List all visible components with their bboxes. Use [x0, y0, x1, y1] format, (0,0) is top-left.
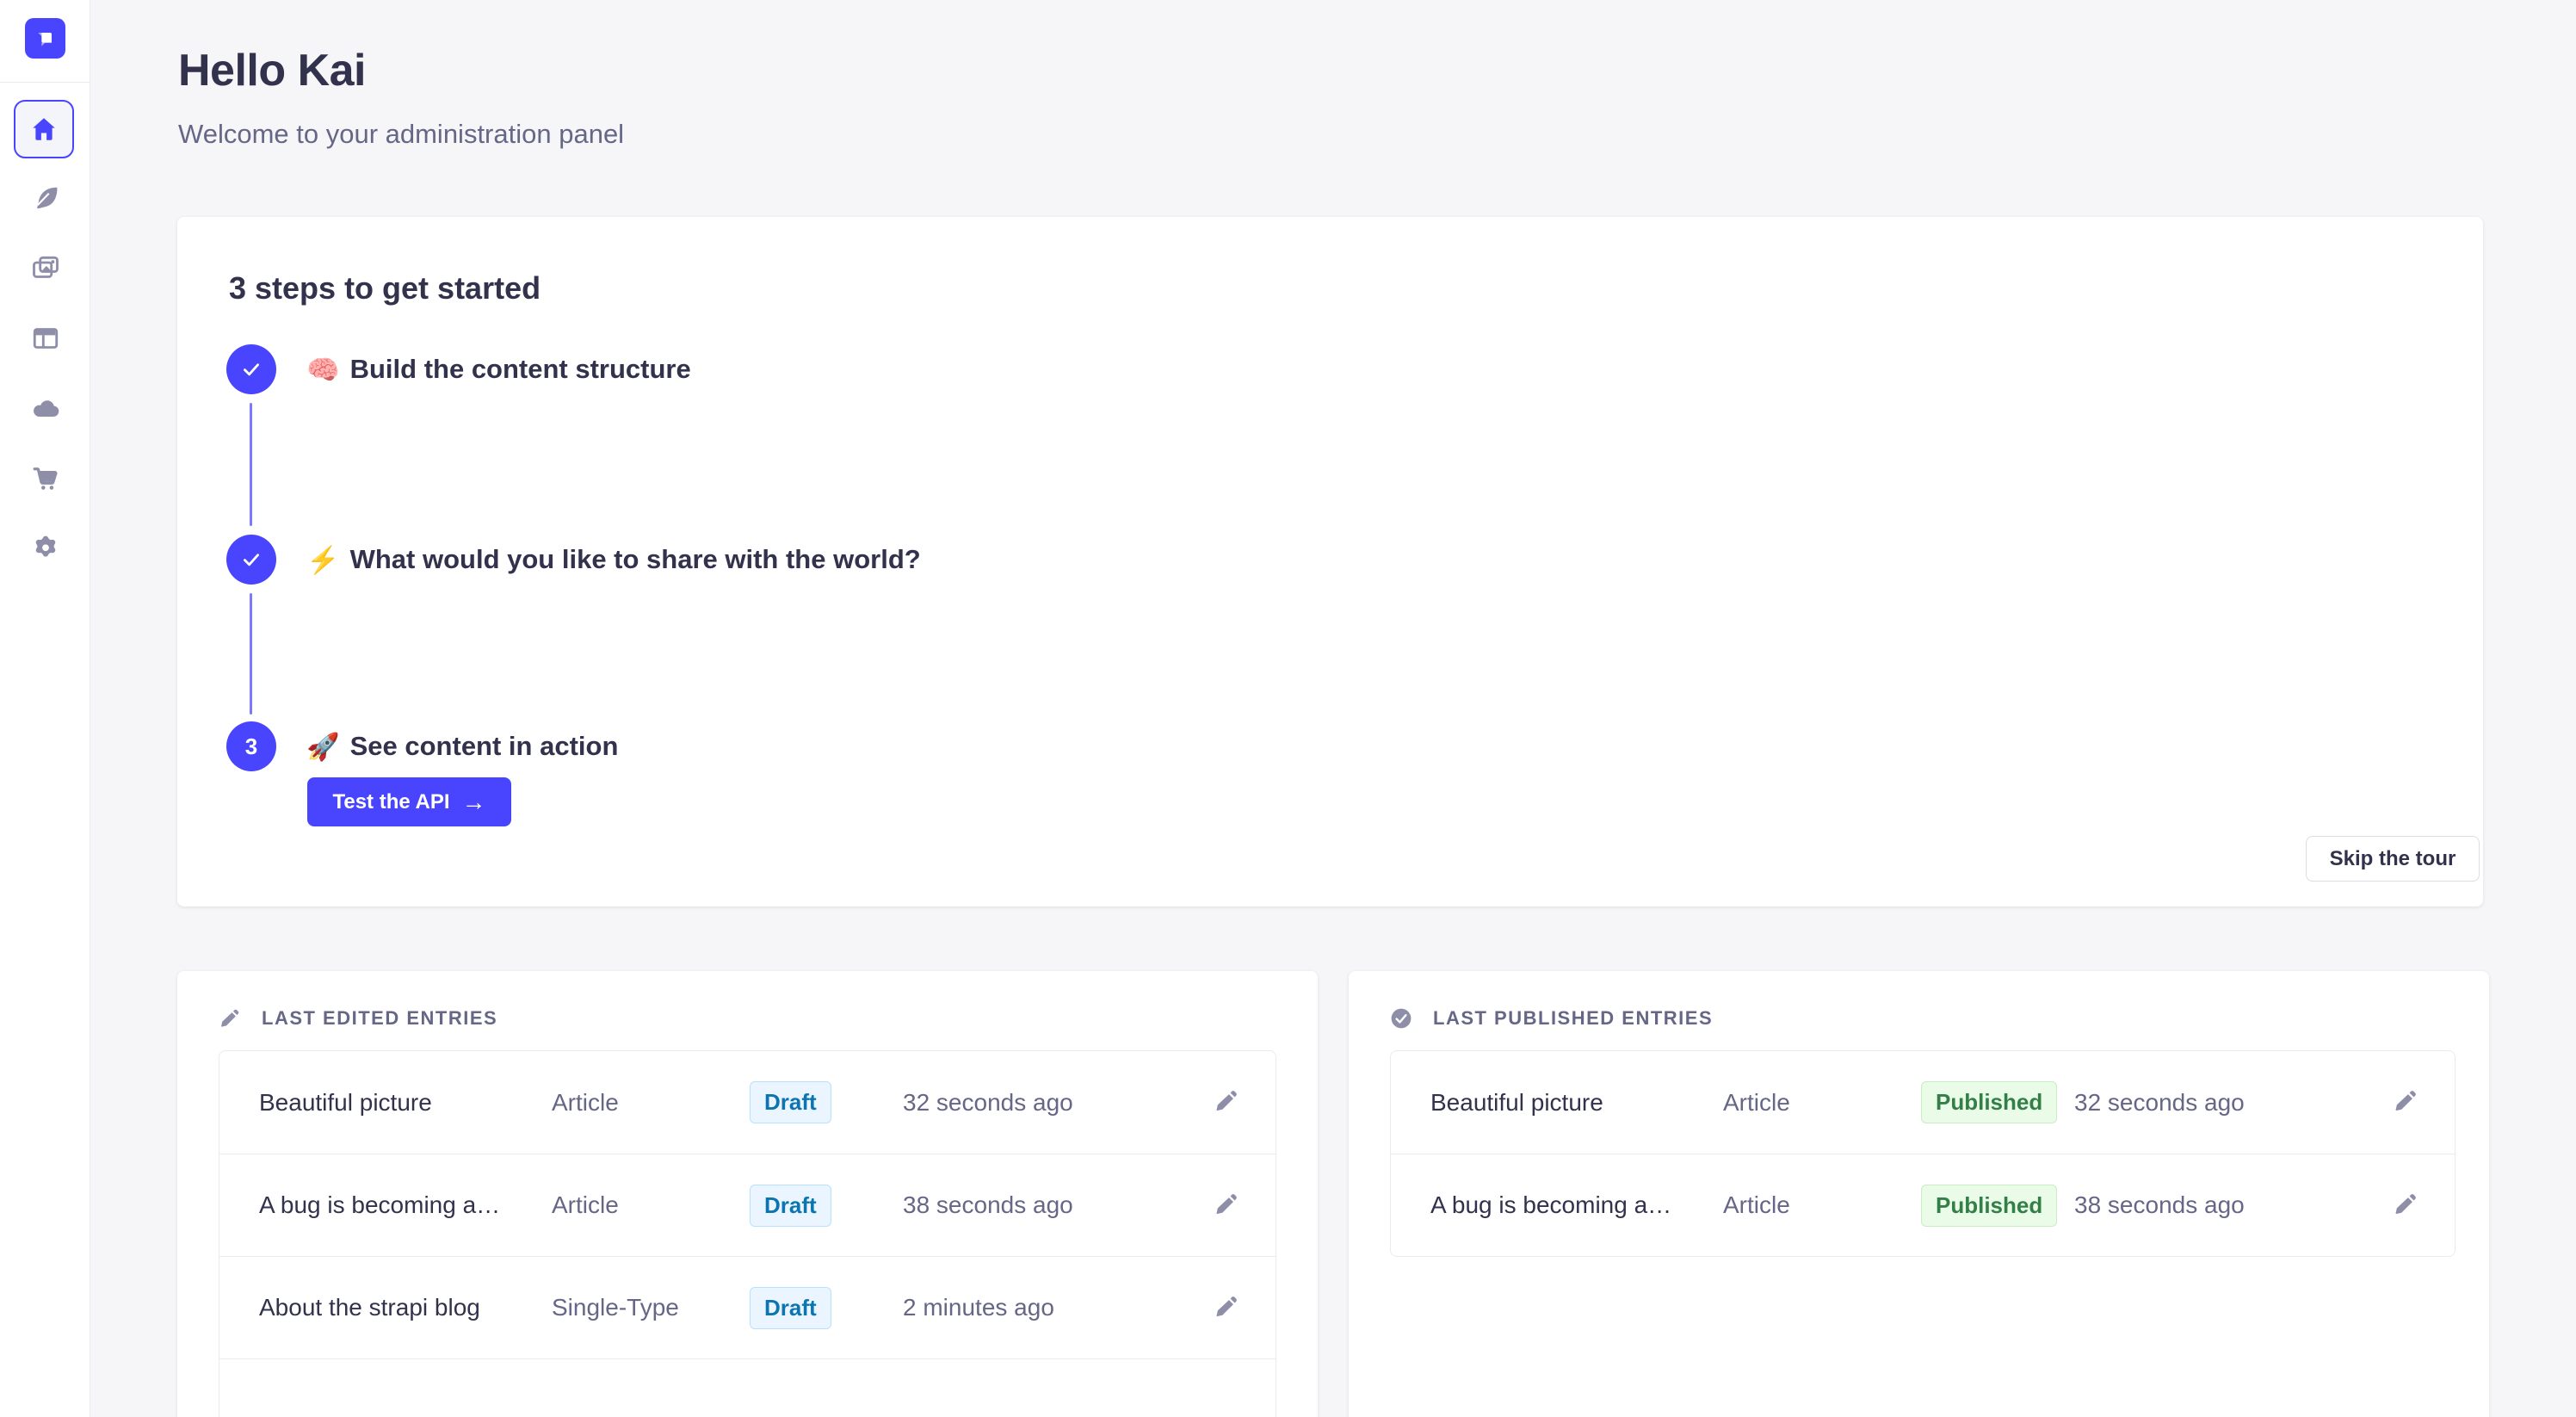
check-icon	[244, 363, 259, 376]
pencil-icon	[2395, 1091, 2416, 1111]
tour-step-3-label: 🚀 See content in action	[306, 721, 618, 771]
status-badge: Published	[1921, 1184, 2058, 1227]
content-manager-feather-icon	[36, 187, 58, 209]
status-badge: Draft	[750, 1081, 831, 1123]
entry-title: Beautiful picture	[1430, 1088, 1603, 1116]
tour-step-3-indicator: 3	[226, 721, 276, 771]
edit-entry-button[interactable]	[2388, 1186, 2424, 1225]
edit-entry-button[interactable]	[1208, 1083, 1245, 1122]
tour-title: 3 steps to get started	[229, 270, 541, 306]
edit-entry-button[interactable]	[1208, 1289, 1245, 1327]
test-api-button[interactable]: Test the API →	[307, 777, 511, 826]
edit-entry-button[interactable]	[1208, 1186, 1245, 1225]
tour-step-3-text: See content in action	[349, 731, 619, 761]
page-subtitle: Welcome to your administration panel	[178, 119, 625, 149]
tour-connector-line	[250, 403, 252, 526]
entry-type: Article	[1723, 1191, 1790, 1218]
tour-step-2-label: ⚡ What would you like to share with the …	[306, 535, 921, 585]
entry-title: A bug is becoming a…	[259, 1191, 501, 1218]
last-edited-entries-panel: LAST EDITED ENTRIES Beautiful picture Ar…	[177, 971, 1318, 1417]
check-icon	[244, 554, 259, 566]
pencil-icon	[1216, 1296, 1237, 1316]
sidebar	[0, 0, 90, 1417]
pencil-icon	[221, 1009, 239, 1027]
sidebar-item-content-manager[interactable]	[0, 179, 90, 217]
entry-title: A bug is becoming a…	[1430, 1191, 1672, 1218]
tour-step-1-indicator	[226, 344, 276, 394]
table-row	[219, 1358, 1276, 1417]
tour-step-1-text: Build the content structure	[349, 354, 691, 384]
entry-type: Article	[1723, 1088, 1790, 1116]
settings-gear-icon	[35, 535, 55, 557]
status-badge: Published	[1921, 1081, 2058, 1123]
check-circle-icon	[1391, 1008, 1412, 1029]
entry-time: 32 seconds ago	[903, 1088, 1073, 1116]
entry-time: 32 seconds ago	[2074, 1088, 2245, 1116]
last-published-header: LAST PUBLISHED ENTRIES	[1390, 1007, 1713, 1030]
entry-time: 2 minutes ago	[903, 1294, 1054, 1321]
sidebar-item-home[interactable]	[14, 100, 74, 158]
deploy-cloud-icon	[33, 400, 59, 418]
last-published-title: LAST PUBLISHED ENTRIES	[1433, 1007, 1714, 1029]
sidebar-divider	[0, 82, 90, 83]
media-library-icon	[32, 256, 59, 278]
sidebar-item-deploy[interactable]	[0, 389, 90, 427]
sidebar-item-media-library[interactable]	[0, 249, 90, 287]
tour-step-2-text: What would you like to share with the wo…	[349, 544, 921, 574]
sidebar-item-marketplace[interactable]	[0, 460, 90, 498]
last-edited-table: Beautiful picture Article Draft 32 secon…	[219, 1050, 1276, 1417]
test-api-label: Test the API	[332, 789, 450, 814]
tour-step-3-number: 3	[244, 733, 258, 759]
last-published-entries-panel: LAST PUBLISHED ENTRIES Beautiful picture…	[1349, 971, 2489, 1417]
status-badge: Draft	[750, 1286, 831, 1329]
skip-tour-button[interactable]: Skip the tour	[2306, 836, 2480, 882]
entry-type: Article	[552, 1088, 619, 1116]
entry-time: 38 seconds ago	[2074, 1191, 2245, 1218]
status-badge: Draft	[750, 1184, 831, 1227]
strapi-logo-icon	[37, 32, 52, 46]
rocket-emoji-icon: 🚀	[306, 731, 340, 762]
entry-type: Single-Type	[552, 1294, 679, 1321]
table-row[interactable]: A bug is becoming a… Article Draft 38 se…	[219, 1154, 1276, 1256]
entry-type: Article	[552, 1191, 619, 1218]
sidebar-item-settings[interactable]	[0, 529, 90, 567]
zap-emoji-icon: ⚡	[306, 544, 340, 575]
table-row[interactable]: Beautiful picture Article Published 32 s…	[1391, 1051, 2455, 1154]
last-edited-header: LAST EDITED ENTRIES	[219, 1007, 497, 1030]
entry-title: About the strapi blog	[259, 1294, 480, 1321]
pencil-icon	[1216, 1091, 1237, 1111]
table-row[interactable]: Beautiful picture Article Draft 32 secon…	[219, 1051, 1276, 1154]
marketplace-cart-icon	[33, 467, 58, 490]
page-title: Hello Kai	[178, 46, 367, 96]
pencil-icon	[2395, 1193, 2416, 1214]
tour-connector-line	[250, 593, 252, 715]
edit-entry-button[interactable]	[2388, 1083, 2424, 1122]
last-edited-title: LAST EDITED ENTRIES	[262, 1007, 498, 1029]
table-row[interactable]: A bug is becoming a… Article Published 3…	[1391, 1154, 2455, 1256]
entry-time: 38 seconds ago	[903, 1191, 1073, 1218]
guided-tour-card: 3 steps to get started 🧠 Build the conte…	[177, 217, 2483, 907]
home-icon	[33, 118, 55, 140]
entry-title: Beautiful picture	[259, 1088, 432, 1116]
arrow-right-icon: →	[461, 788, 486, 815]
content-type-builder-icon	[33, 328, 58, 349]
brain-emoji-icon: 🧠	[306, 354, 340, 385]
pencil-icon	[1216, 1193, 1237, 1214]
tour-step-1-label: 🧠 Build the content structure	[306, 344, 691, 394]
tour-step-2-indicator	[226, 535, 276, 585]
sidebar-item-content-type-builder[interactable]	[0, 319, 90, 357]
last-published-table: Beautiful picture Article Published 32 s…	[1390, 1050, 2456, 1257]
strapi-logo[interactable]	[25, 18, 65, 59]
table-row[interactable]: About the strapi blog Single-Type Draft …	[219, 1256, 1276, 1358]
